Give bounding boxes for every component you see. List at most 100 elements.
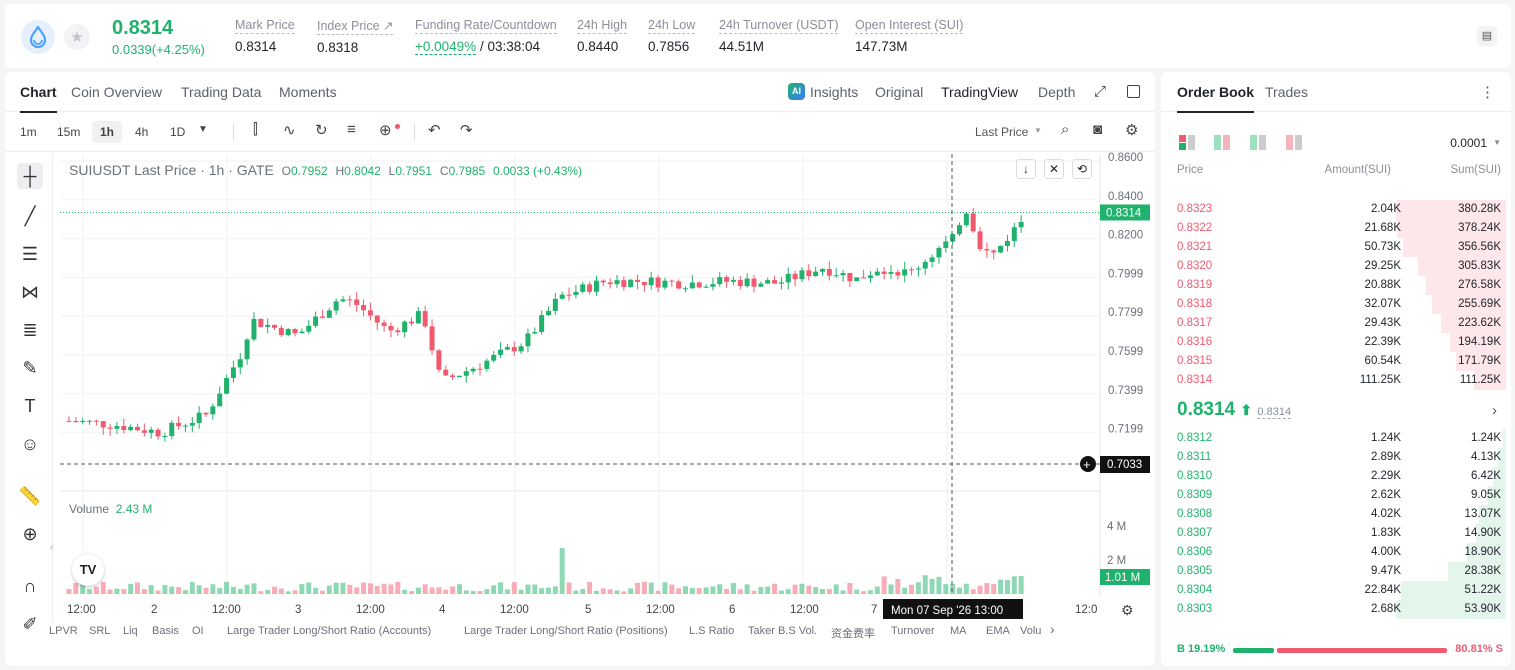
indicator-item[interactable]: LPVR xyxy=(49,625,78,637)
bid-row[interactable]: 0.8312 1.24K 1.24K xyxy=(1161,429,1511,448)
bid-row[interactable]: 0.8310 2.29K 6.42K xyxy=(1161,467,1511,486)
indicator-item[interactable]: Large Trader Long/Short Ratio (Accounts) xyxy=(227,625,432,637)
tab-depth[interactable]: Depth xyxy=(1038,84,1076,100)
tf-1h[interactable]: 1h xyxy=(92,121,123,143)
ask-row[interactable]: 0.8315 60.54K 171.79K xyxy=(1161,352,1511,371)
ask-row[interactable]: 0.8321 50.73K 356.56K xyxy=(1161,238,1511,257)
brush-icon[interactable]: ✎ xyxy=(22,357,38,378)
reset-view-icon[interactable]: ⟲ xyxy=(1072,159,1092,179)
crosshair-icon[interactable]: ┼ xyxy=(17,163,43,189)
trendline-icon[interactable]: ╱ xyxy=(24,205,36,226)
indicator-item[interactable]: Volu xyxy=(1020,625,1042,637)
compare-icon[interactable]: ↻ xyxy=(315,122,328,139)
bid-row[interactable]: 0.8309 2.62K 9.05K xyxy=(1161,486,1511,505)
price-chart[interactable]: 0.8600 0.8400 0.8200 0.7999 0.7799 0.7599 0.73… xyxy=(5,72,1155,620)
indicator-item[interactable]: Taker B.S Vol. xyxy=(748,625,818,637)
chevron-right-icon[interactable]: › xyxy=(1492,402,1497,419)
tab-trades[interactable]: Trades xyxy=(1265,84,1309,100)
layout-split-icon[interactable] xyxy=(1214,135,1230,150)
ask-row[interactable]: 0.8317 29.43K 223.62K xyxy=(1161,314,1511,333)
chevron-right-icon[interactable]: › xyxy=(1050,621,1055,637)
bid-row[interactable]: 0.8306 4.00K 18.90K xyxy=(1161,543,1511,562)
favorite-star-icon[interactable]: ★ xyxy=(64,24,90,50)
tab-tradingview[interactable]: TradingView xyxy=(941,84,1019,100)
ask-row[interactable]: 0.8323 2.04K 380.28K xyxy=(1161,200,1511,219)
ask-row[interactable]: 0.8316 22.39K 194.19K xyxy=(1161,333,1511,352)
tf-1m[interactable]: 1m xyxy=(20,125,37,139)
price-type-select[interactable]: Last Price xyxy=(975,125,1029,139)
window-icon[interactable] xyxy=(1127,85,1140,98)
indicator-item[interactable]: Basis xyxy=(152,625,179,637)
indicator-item[interactable]: OI xyxy=(192,625,204,637)
open-interest[interactable]: Open Interest (SUI) 147.73M xyxy=(855,18,964,54)
scroll-down-icon[interactable]: ↓ xyxy=(1016,159,1036,179)
undo-icon[interactable]: ↶ xyxy=(428,122,441,139)
ask-row[interactable]: 0.8314 111.25K 111.25K xyxy=(1161,371,1511,390)
bid-row[interactable]: 0.8304 22.84K 51.22K xyxy=(1161,581,1511,600)
indicator-item[interactable]: Large Trader Long/Short Ratio (Positions… xyxy=(464,625,668,637)
index-price[interactable]: Index Price ↗ 0.8318 xyxy=(317,19,394,55)
zoom-in-icon[interactable]: ⊕ xyxy=(22,523,38,544)
emoji-icon[interactable]: ☺ xyxy=(20,433,40,454)
candle-type-icon[interactable]: ⫿ xyxy=(253,121,258,138)
fib-icon[interactable]: ≣ xyxy=(22,319,38,340)
precision-select[interactable]: 0.0001 xyxy=(1450,136,1487,150)
tab-insights[interactable]: Insights xyxy=(810,84,859,100)
indicator-item[interactable]: Turnover xyxy=(891,625,935,637)
tradingview-logo[interactable]: TV xyxy=(72,554,104,586)
gear-icon[interactable]: ⚙ xyxy=(1125,122,1139,139)
text-icon[interactable]: T xyxy=(24,395,36,416)
mark-price[interactable]: Mark Price 0.8314 xyxy=(235,18,295,54)
indicator-item[interactable]: 资金费率 xyxy=(831,628,875,640)
indicator-item[interactable]: L.S Ratio xyxy=(689,625,735,637)
settings-gear-icon[interactable]: ⚙ xyxy=(1121,602,1134,618)
collapse-toolbar-icon[interactable]: ‹ xyxy=(50,542,54,553)
ask-row[interactable]: 0.8322 21.68K 378.24K xyxy=(1161,219,1511,238)
magnet-icon[interactable]: ∩ xyxy=(23,575,37,596)
notes-icon[interactable]: ▤ xyxy=(1477,26,1497,46)
layout-bids-icon[interactable] xyxy=(1250,135,1266,150)
funding-rate[interactable]: Funding Rate/Countdown +0.0049% / 03:38:0… xyxy=(415,18,557,55)
collapse-icon[interactable]: ✕ xyxy=(1044,159,1064,179)
redo-icon[interactable]: ↷ xyxy=(460,122,473,139)
indicator-item[interactable]: SRL xyxy=(89,625,111,637)
indicator-item[interactable]: EMA xyxy=(986,625,1010,637)
bid-row[interactable]: 0.8308 4.02K 13.07K xyxy=(1161,505,1511,524)
template-icon[interactable]: ≡ xyxy=(347,121,356,138)
ask-row[interactable]: 0.8320 29.25K 305.83K xyxy=(1161,257,1511,276)
pattern-icon[interactable]: ⋈ xyxy=(21,281,39,302)
pencil-lock-icon[interactable]: ✐ xyxy=(22,613,38,634)
tab-order-book[interactable]: Order Book xyxy=(1177,84,1255,113)
chevron-down-icon[interactable]: ▼ xyxy=(198,124,208,135)
tf-4h[interactable]: 4h xyxy=(135,125,149,139)
indicators-icon[interactable]: ∿ xyxy=(283,122,296,139)
ruler-icon[interactable]: 📏 xyxy=(18,485,42,506)
layout-asks-icon[interactable] xyxy=(1286,135,1302,150)
ask-row[interactable]: 0.8319 20.88K 276.58K xyxy=(1161,276,1511,295)
tf-1d[interactable]: 1D xyxy=(170,125,186,139)
chevron-down-icon[interactable]: ▼ xyxy=(1034,126,1042,135)
candle-body xyxy=(477,368,483,370)
volume-bar xyxy=(491,585,497,594)
tab-chart[interactable]: Chart xyxy=(20,84,57,113)
indicator-item[interactable]: MA xyxy=(950,625,967,637)
add-alert-icon[interactable]: ⊕ xyxy=(379,122,392,139)
camera-icon[interactable]: ◙ xyxy=(1093,121,1103,138)
tf-15m[interactable]: 15m xyxy=(57,125,81,139)
search-icon[interactable]: ⌕ xyxy=(1061,121,1070,138)
bid-row[interactable]: 0.8305 9.47K 28.38K xyxy=(1161,562,1511,581)
bid-row[interactable]: 0.8303 2.68K 53.90K xyxy=(1161,600,1511,619)
tab-trading-data[interactable]: Trading Data xyxy=(181,84,262,100)
tab-coin-overview[interactable]: Coin Overview xyxy=(71,84,163,100)
more-icon[interactable]: ⋮ xyxy=(1480,84,1495,101)
tab-original[interactable]: Original xyxy=(875,84,924,100)
indicator-item[interactable]: Liq xyxy=(123,625,138,637)
horizontal-lines-icon[interactable]: ☰ xyxy=(21,243,39,264)
bid-row[interactable]: 0.8307 1.83K 14.90K xyxy=(1161,524,1511,543)
fullscreen-icon[interactable]: ⤢ xyxy=(1094,83,1107,100)
layout-both-icon[interactable] xyxy=(1179,135,1195,150)
ask-row[interactable]: 0.8318 32.07K 255.69K xyxy=(1161,295,1511,314)
tab-moments[interactable]: Moments xyxy=(279,84,337,100)
chevron-down-icon[interactable]: ▼ xyxy=(1493,138,1501,147)
bid-row[interactable]: 0.8311 2.89K 4.13K xyxy=(1161,448,1511,467)
